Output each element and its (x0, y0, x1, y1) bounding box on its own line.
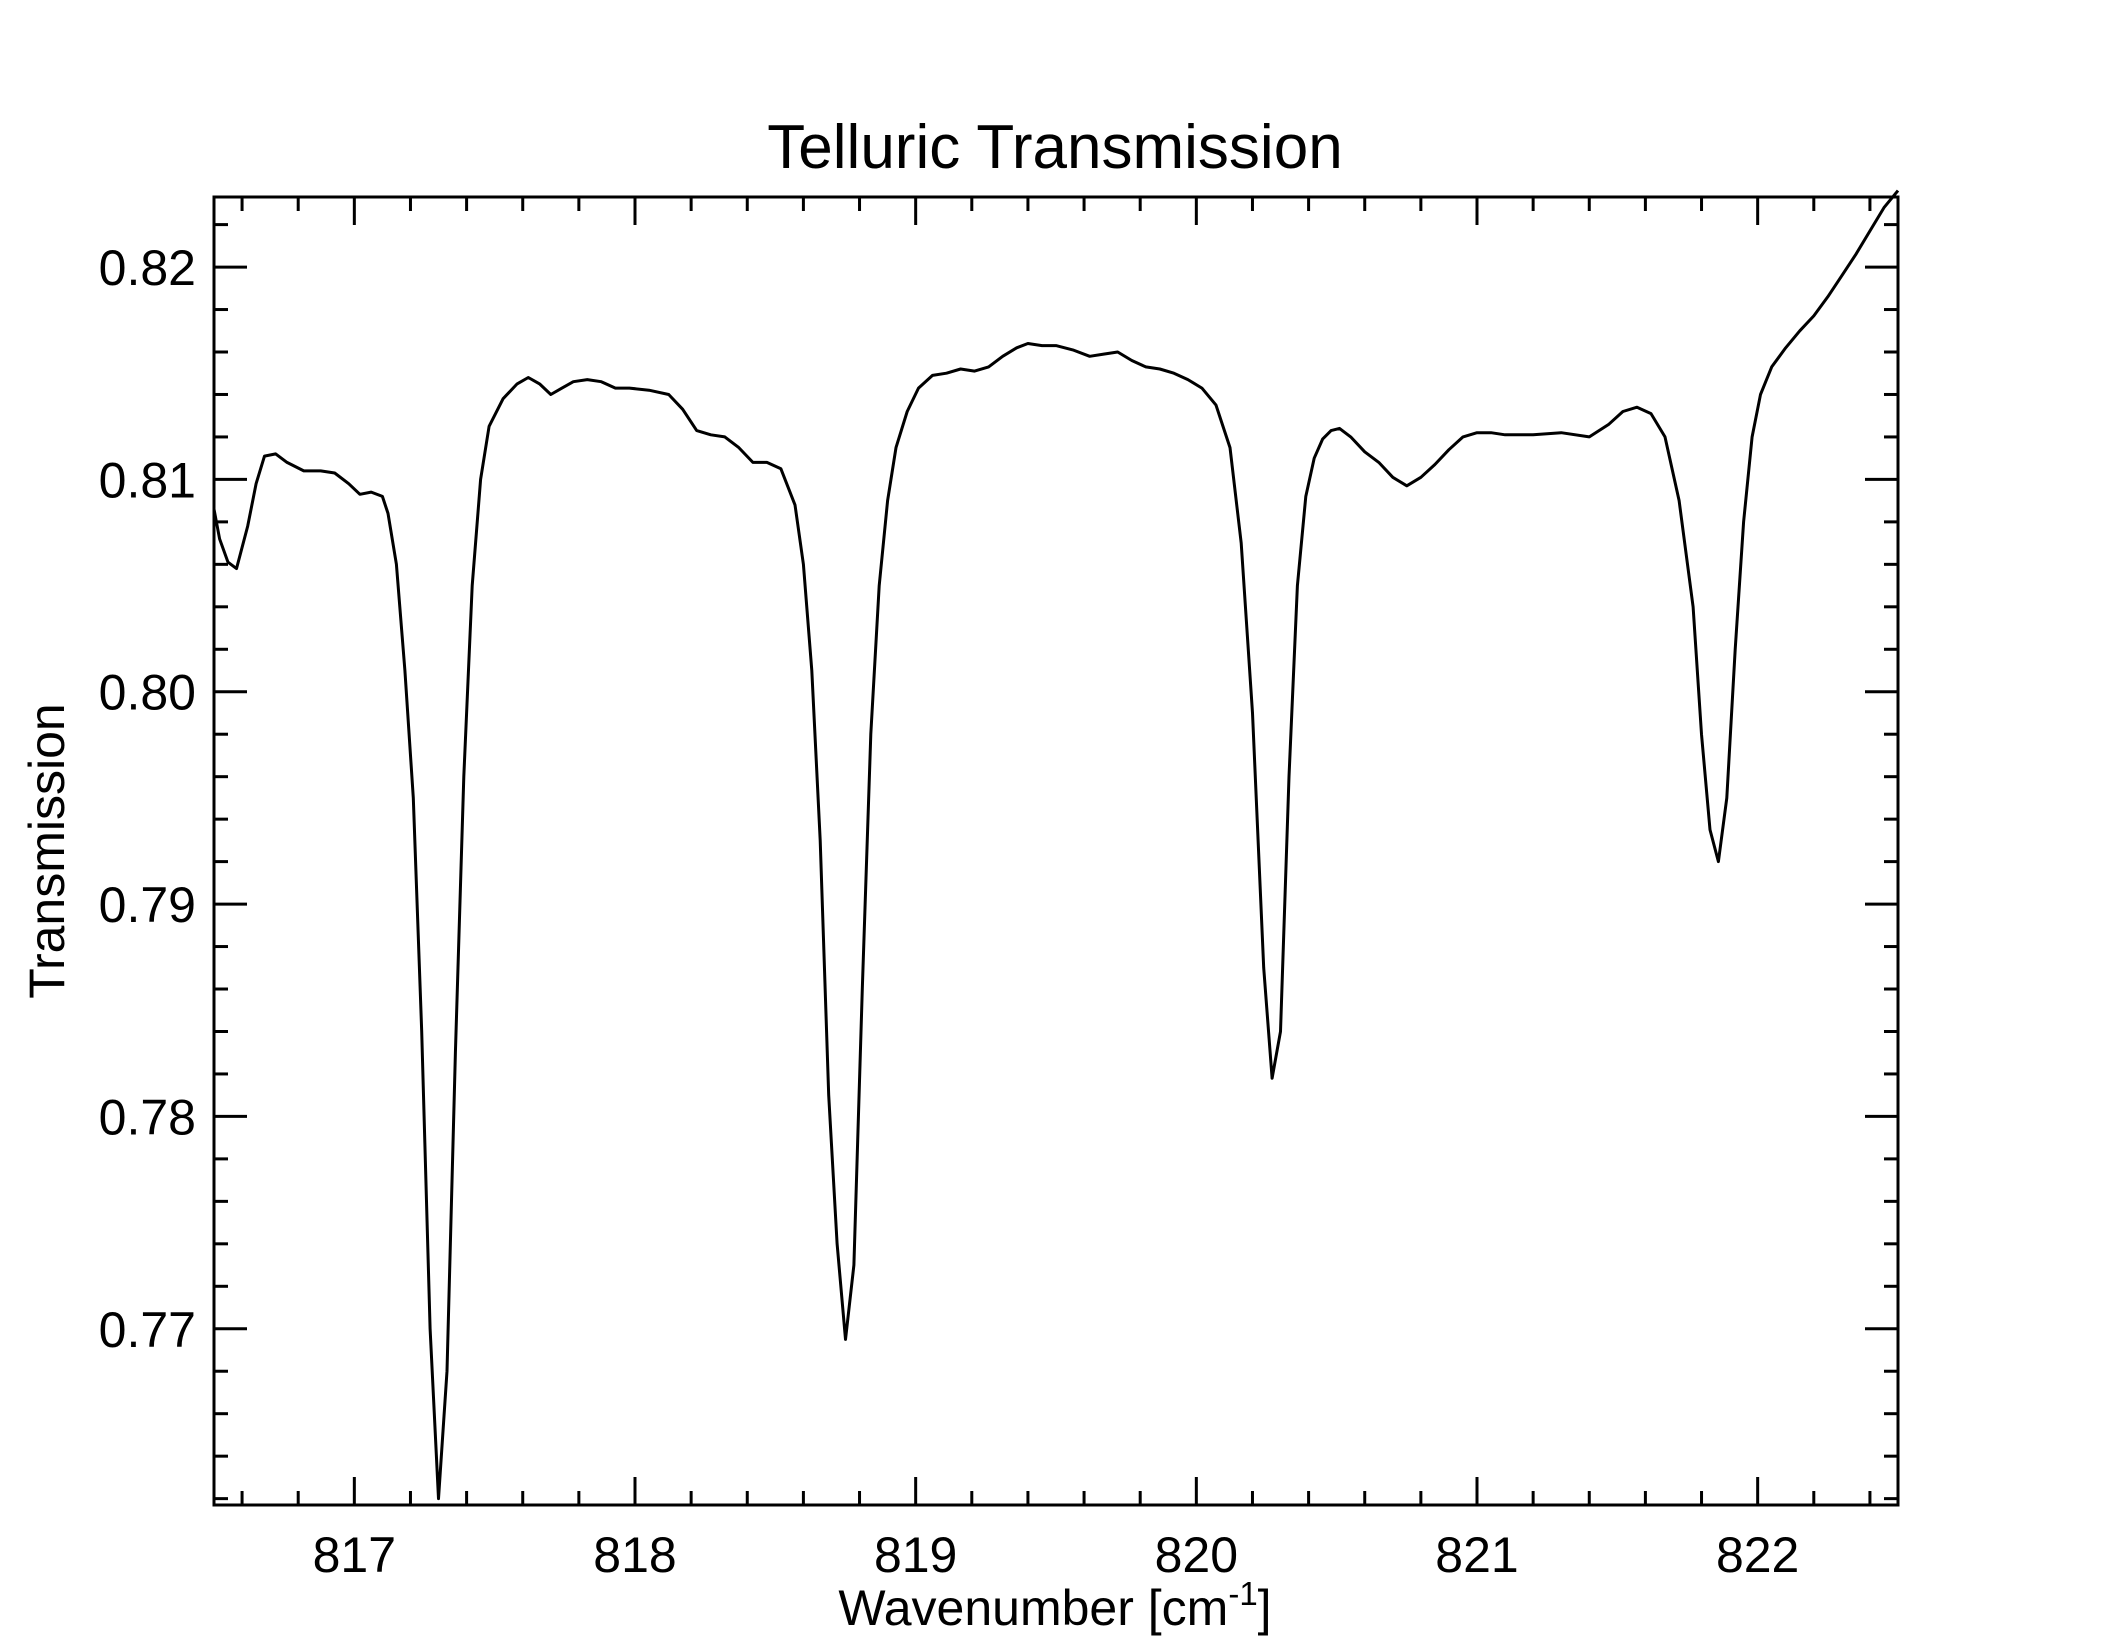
plot-frame (212, 195, 1900, 1507)
x-tick-label: 819 (874, 1527, 957, 1583)
transmission-series-line (212, 189, 1900, 1501)
y-tick-label: 0.80 (99, 665, 196, 721)
y-tick-label: 0.78 (99, 1089, 196, 1145)
tick-labels: 817 818 819 820 821 822 0.77 0.78 0.79 0.80 0.81 0.… (99, 240, 1800, 1583)
x-axis-label-tail: ] (1258, 1580, 1272, 1636)
x-tick-label: 820 (1155, 1527, 1238, 1583)
axis-ticks (214, 197, 1898, 1505)
y-tick-label: 0.81 (99, 452, 196, 508)
y-tick-label: 0.79 (99, 877, 196, 933)
x-axis-label-superscript: -1 (1228, 1575, 1257, 1612)
x-tick-label: 822 (1716, 1527, 1799, 1583)
y-tick-label: 0.82 (99, 240, 196, 296)
x-axis-label-main: Wavenumber [cm (838, 1580, 1228, 1636)
chart-title: Telluric Transmission (767, 113, 1342, 182)
y-axis-label: Transmission (19, 703, 75, 998)
x-axis-label: Wavenumber [cm-1] (838, 1575, 1271, 1636)
x-tick-label: 818 (593, 1527, 676, 1583)
y-tick-label: 0.77 (99, 1302, 196, 1358)
x-tick-label: 821 (1435, 1527, 1518, 1583)
x-tick-label: 817 (313, 1527, 396, 1583)
